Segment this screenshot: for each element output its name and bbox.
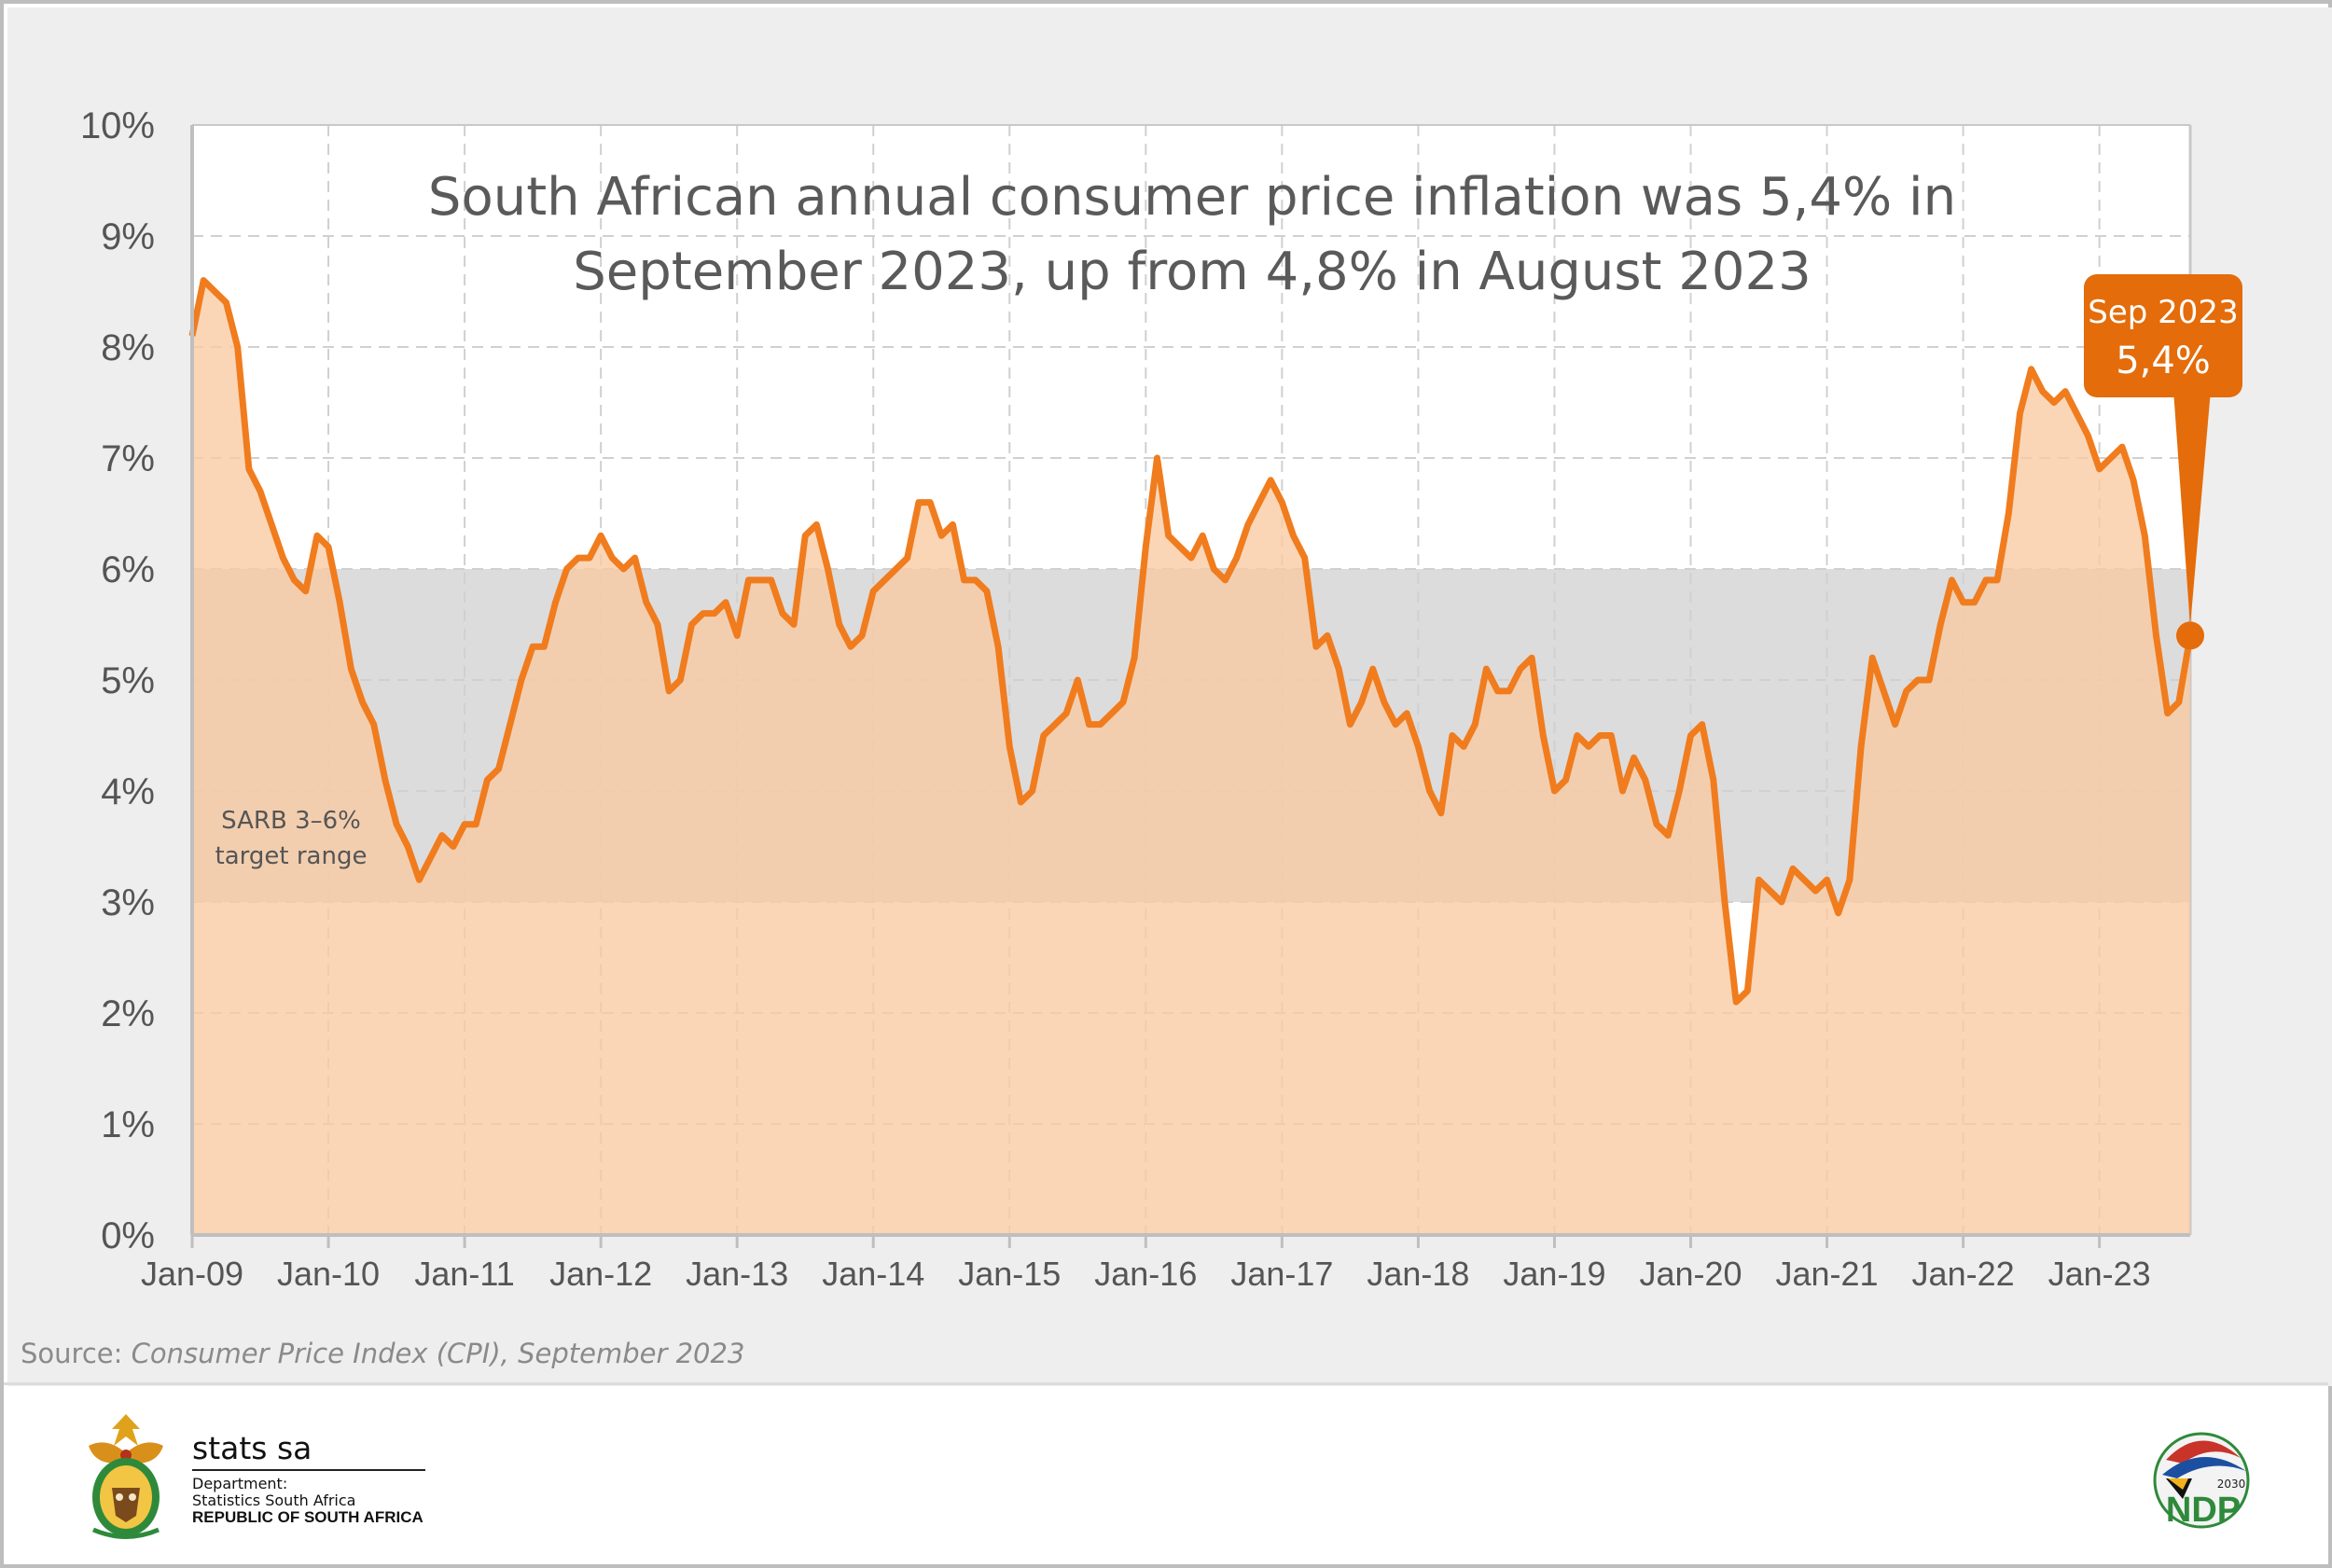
band-label: SARB 3–6%	[221, 807, 361, 835]
series-line	[188, 277, 2194, 1006]
dept-line-3: REPUBLIC OF SOUTH AFRICA	[192, 1508, 423, 1526]
footer-divider	[4, 1382, 2328, 1385]
x-tick-label: Jan-09	[141, 1255, 243, 1293]
y-tick-label: 7%	[101, 438, 155, 479]
x-tick-label: Jan-18	[1367, 1255, 1469, 1293]
org-name: stats sa	[192, 1430, 312, 1466]
x-tick-label: Jan-16	[1094, 1255, 1197, 1293]
callout-dot	[2176, 621, 2204, 650]
chart-title-line: September 2023, up from 4,8% in August 2…	[573, 242, 1811, 302]
y-tick-label: 0%	[101, 1215, 155, 1256]
y-tick-label: 8%	[101, 327, 155, 368]
y-tick-label: 10%	[80, 105, 155, 146]
x-tick-label: Jan-23	[2048, 1255, 2151, 1293]
y-tick-label: 3%	[101, 882, 155, 923]
series-area	[192, 280, 2190, 1236]
source-title: Consumer Price Index (CPI), September 20…	[131, 1338, 745, 1369]
x-tick-label: Jan-14	[822, 1255, 924, 1293]
y-tick-label: 4%	[101, 771, 155, 812]
org-rule	[192, 1469, 425, 1471]
callout-box	[2084, 274, 2242, 397]
coat-of-arms-icon	[89, 1414, 163, 1539]
x-tick-label: Jan-12	[549, 1255, 652, 1293]
callout-pointer	[2173, 390, 2211, 627]
department-text: Department: Statistics South Africa REPU…	[192, 1476, 423, 1526]
chart-title-line: South African annual consumer price infl…	[428, 167, 1956, 228]
callout-value: 5,4%	[2116, 340, 2211, 382]
x-tick-label: Jan-19	[1503, 1255, 1605, 1293]
x-tick-label: Jan-15	[958, 1255, 1061, 1293]
x-tick-label: Jan-11	[414, 1255, 514, 1293]
x-tick-label: Jan-20	[1639, 1255, 1742, 1293]
dept-line-2: Statistics South Africa	[192, 1492, 356, 1509]
x-tick-label: Jan-10	[277, 1255, 380, 1293]
ndp-year: 2030	[2217, 1478, 2246, 1491]
ndp-logo-icon: 2030 NDP	[2153, 1432, 2250, 1530]
chart-panel: 0% 1% 2% 3% 4% 5% 6% 7% 8% 9% 10% Jan-09 Jan-10 Jan-1…	[7, 7, 2332, 1386]
callout-date: Sep 2023	[2088, 294, 2238, 331]
x-tick-label: Jan-17	[1230, 1255, 1333, 1293]
y-tick-label: 1%	[101, 1104, 155, 1145]
x-tick-label: Jan-22	[1912, 1255, 2015, 1293]
x-tick-label: Jan-21	[1776, 1255, 1879, 1293]
dept-line-1: Department:	[192, 1475, 288, 1492]
y-tick-label: 2%	[101, 993, 155, 1034]
y-tick-label: 6%	[101, 549, 155, 590]
source-prefix: Source:	[21, 1338, 132, 1369]
y-tick-label: 9%	[101, 216, 155, 257]
ndp-text: NDP	[2166, 1491, 2241, 1530]
y-tick-label: 5%	[101, 660, 155, 701]
band-label: target range	[215, 842, 368, 870]
x-tick-label: Jan-13	[686, 1255, 788, 1293]
inflation-chart: 0% 1% 2% 3% 4% 5% 6% 7% 8% 9% 10% Jan-09 Jan-10 Jan-1…	[80, 105, 2242, 1293]
source-note: Source: Consumer Price Index (CPI), Sept…	[21, 1338, 744, 1369]
